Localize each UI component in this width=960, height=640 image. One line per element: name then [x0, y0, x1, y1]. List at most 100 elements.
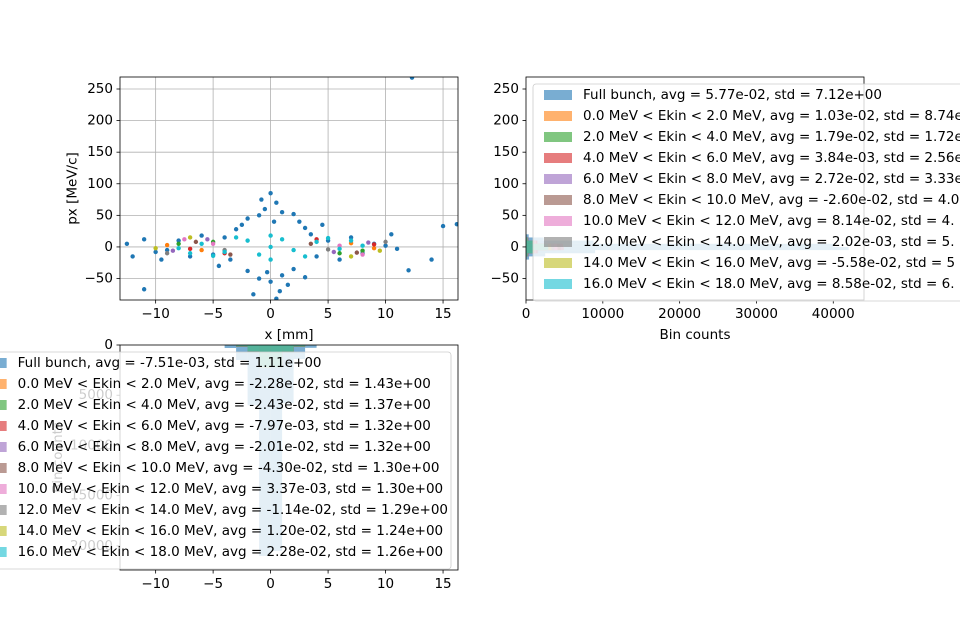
scatter-point	[216, 263, 222, 269]
legend-frame	[0, 351, 452, 570]
scatter-point	[245, 268, 250, 274]
legend-swatch	[0, 505, 7, 515]
x-tick-label: 5	[324, 576, 333, 592]
legend-label: 8.0 MeV < Ekin < 10.0 MeV, avg = -4.30e-…	[18, 460, 440, 476]
axes-frame	[119, 76, 459, 301]
y-tick-label: 150	[87, 144, 113, 160]
histogram-bar	[224, 345, 237, 349]
scatter-point	[251, 292, 256, 297]
scatter-point	[187, 254, 193, 259]
scatter-point	[264, 270, 270, 275]
scatter-point	[233, 227, 239, 232]
scatter-point	[377, 248, 383, 253]
x-tick-label: 5	[324, 306, 333, 322]
scatter-point	[271, 219, 277, 224]
histogram-bar	[247, 345, 260, 352]
y-tick-label: 50	[502, 207, 519, 223]
legend-swatch	[544, 111, 572, 121]
scatter-point	[308, 232, 314, 237]
scatter-point	[348, 235, 354, 240]
scatter-point	[279, 209, 285, 215]
legend-swatch	[0, 421, 7, 431]
scatter-point	[210, 241, 216, 246]
legend-swatch	[0, 442, 7, 452]
scatter-point	[164, 242, 170, 248]
legend-label: 16.0 MeV < Ekin < 18.0 MeV, avg = 8.58e-…	[583, 276, 955, 292]
legend-swatch	[544, 153, 572, 163]
scatter-point	[409, 77, 415, 80]
scatter-point	[331, 249, 337, 255]
legend-swatch	[544, 132, 572, 142]
y-tick-label: −50	[491, 271, 520, 287]
y-axis-label: px [MeV/c]	[65, 152, 81, 225]
scatter-point	[228, 252, 233, 257]
scatter-point	[199, 233, 204, 238]
scatter-point	[268, 257, 273, 262]
scatter-point	[337, 246, 342, 252]
scatter-point	[302, 225, 308, 231]
scatter-point	[440, 223, 446, 229]
y-tick-label: 100	[87, 176, 113, 192]
x-tick-label: 10	[377, 576, 394, 592]
x-tick-label: 15	[434, 576, 451, 592]
scatter-point	[187, 251, 193, 256]
scatter-point	[325, 247, 331, 252]
x-tick-label: 40000	[812, 306, 855, 322]
scatter-point	[302, 254, 308, 259]
scatter-point	[222, 235, 227, 240]
histogram-bar	[293, 345, 306, 347]
scatter-point	[182, 237, 187, 242]
x-axis-label: Bin counts	[660, 327, 731, 343]
y-tick-label: 0	[104, 239, 113, 255]
scatter-point	[360, 252, 365, 257]
scatter-point	[277, 288, 283, 294]
scatter-point	[268, 279, 273, 284]
scatter-point	[383, 239, 388, 245]
histogram-bar	[526, 237, 528, 241]
y-tick-label: 50	[96, 207, 113, 223]
legend-swatch	[0, 358, 7, 368]
scatter-point	[187, 246, 193, 252]
scatter-point	[279, 273, 285, 278]
x-tick-label: −5	[203, 576, 223, 592]
scatter-point	[314, 254, 319, 259]
x-tick-label: 0	[522, 306, 531, 322]
scatter-point	[141, 287, 147, 292]
scatter-point	[176, 238, 181, 243]
scatter-point	[153, 249, 158, 255]
y-tick-label: 0	[104, 337, 113, 353]
legend-label: 12.0 MeV < Ekin < 14.0 MeV, avg = 2.02e-…	[583, 234, 955, 250]
scatter-point	[193, 239, 199, 245]
scatter-point	[325, 235, 331, 241]
legend-frame	[532, 83, 960, 302]
scatter-point	[279, 237, 285, 242]
scatter-point	[228, 257, 233, 262]
scatter-point	[245, 216, 250, 221]
scatter-point	[366, 240, 371, 245]
scatter-point	[337, 251, 342, 256]
scatter-point	[159, 257, 164, 262]
scatter-point	[222, 249, 227, 255]
scatter-point	[429, 257, 434, 262]
scatter-point	[371, 245, 377, 251]
legend-swatch	[544, 258, 572, 268]
scatter-point	[383, 243, 388, 248]
histogram-bar	[282, 345, 294, 352]
legend-label: 10.0 MeV < Ekin < 12.0 MeV, avg = 3.37e-…	[18, 481, 443, 497]
histogram-bar	[305, 345, 317, 348]
histogram-bar	[526, 234, 529, 238]
scatter-point	[302, 275, 308, 280]
scatter-point	[389, 232, 394, 237]
legend-swatch	[544, 195, 572, 205]
y-tick-label: 250	[87, 81, 113, 97]
x-tick-label: −10	[141, 306, 170, 322]
legend-label: 0.0 MeV < Ekin < 2.0 MeV, avg = -2.28e-0…	[18, 376, 431, 392]
legend-label: Full bunch, avg = -7.51e-03, std = 1.11e…	[18, 355, 322, 371]
legend-label: 4.0 MeV < Ekin < 6.0 MeV, avg = 3.84e-03…	[583, 150, 960, 166]
legend-label: 12.0 MeV < Ekin < 14.0 MeV, avg = -1.14e…	[18, 502, 448, 518]
legend-swatch	[544, 216, 572, 226]
y-tick-label: −50	[85, 271, 114, 287]
scatter-point	[320, 222, 325, 228]
scatter-point	[371, 242, 377, 247]
histogram-bar	[236, 345, 248, 347]
